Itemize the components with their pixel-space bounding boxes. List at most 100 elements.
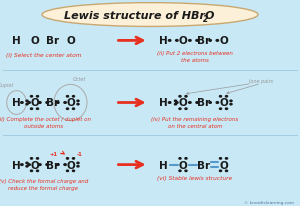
Circle shape (209, 40, 212, 42)
Circle shape (64, 102, 66, 104)
Circle shape (66, 96, 68, 98)
Circle shape (185, 108, 187, 110)
Circle shape (185, 170, 187, 172)
Text: H: H (159, 98, 168, 108)
Text: Br: Br (197, 160, 211, 170)
Text: (vi) Stable lewis structure: (vi) Stable lewis structure (158, 175, 232, 180)
Circle shape (37, 96, 38, 98)
Circle shape (77, 101, 79, 102)
Circle shape (39, 164, 41, 166)
Circle shape (185, 96, 187, 98)
Circle shape (169, 40, 171, 42)
Circle shape (179, 108, 181, 110)
Circle shape (189, 40, 191, 42)
Circle shape (220, 170, 221, 172)
Circle shape (28, 164, 30, 166)
Text: lone pairs: lone pairs (249, 78, 273, 83)
Text: (i) Select the center atom: (i) Select the center atom (6, 53, 81, 57)
Circle shape (77, 162, 79, 164)
Text: O: O (178, 98, 188, 108)
Circle shape (72, 96, 74, 98)
Circle shape (175, 104, 176, 105)
Circle shape (216, 40, 218, 42)
Circle shape (176, 40, 178, 42)
Circle shape (26, 101, 28, 102)
Circle shape (226, 108, 228, 110)
Text: (v) Check the formal charge and
reduce the formal charge: (v) Check the formal charge and reduce t… (0, 178, 88, 190)
Circle shape (196, 40, 198, 42)
Text: H: H (159, 160, 168, 170)
Circle shape (31, 108, 33, 110)
Text: (iii) Complete the octet / duplet on
outside atoms: (iii) Complete the octet / duplet on out… (0, 116, 91, 128)
Text: O: O (30, 160, 39, 170)
Text: H: H (12, 36, 21, 46)
Text: O: O (219, 160, 228, 170)
Circle shape (37, 158, 38, 159)
Circle shape (26, 166, 28, 167)
Circle shape (216, 102, 218, 104)
Text: -1: -1 (76, 151, 82, 156)
Circle shape (28, 102, 30, 104)
Text: O: O (30, 36, 39, 46)
Circle shape (72, 170, 74, 172)
Text: H: H (159, 36, 168, 46)
Circle shape (209, 102, 212, 104)
Text: (ii) Put 2 electrons between
the atoms: (ii) Put 2 electrons between the atoms (157, 50, 233, 62)
Circle shape (169, 102, 171, 104)
Circle shape (31, 96, 33, 98)
Text: 2: 2 (203, 14, 208, 23)
Circle shape (57, 164, 59, 166)
Circle shape (230, 101, 232, 102)
Circle shape (66, 108, 68, 110)
Text: O: O (66, 36, 75, 46)
Text: Br: Br (46, 36, 59, 46)
Circle shape (26, 162, 28, 164)
Circle shape (179, 96, 181, 98)
Circle shape (31, 158, 33, 159)
Circle shape (226, 170, 228, 172)
Circle shape (46, 102, 48, 104)
Text: O: O (66, 98, 75, 108)
Circle shape (230, 104, 232, 105)
Circle shape (179, 170, 181, 172)
Text: Br: Br (46, 160, 59, 170)
Circle shape (37, 108, 38, 110)
Text: (iv) Put the remaining electrons
on the central atom: (iv) Put the remaining electrons on the … (152, 116, 238, 128)
Text: Br: Br (46, 98, 59, 108)
Circle shape (196, 102, 198, 104)
Text: O: O (178, 36, 188, 46)
Text: Octet: Octet (73, 76, 86, 81)
Text: Lewis structure of HBrO: Lewis structure of HBrO (64, 11, 215, 20)
Circle shape (176, 102, 178, 104)
Circle shape (226, 96, 228, 98)
Circle shape (179, 158, 181, 159)
Text: O: O (219, 36, 228, 46)
Circle shape (21, 164, 23, 166)
Circle shape (37, 170, 38, 172)
Circle shape (72, 158, 74, 159)
Text: H: H (12, 98, 21, 108)
Circle shape (77, 166, 79, 167)
Circle shape (64, 164, 66, 166)
Text: © knordislearning.com: © knordislearning.com (244, 200, 294, 204)
Circle shape (26, 104, 28, 105)
Circle shape (226, 158, 228, 159)
Text: Duplet: Duplet (0, 83, 14, 88)
Ellipse shape (42, 4, 258, 27)
Text: O: O (66, 160, 75, 170)
Text: O: O (219, 98, 228, 108)
Circle shape (189, 102, 191, 104)
Text: O: O (30, 98, 39, 108)
Circle shape (72, 108, 74, 110)
Text: Br: Br (197, 98, 211, 108)
Circle shape (66, 170, 68, 172)
Circle shape (220, 158, 221, 159)
Text: O: O (178, 160, 188, 170)
Text: H: H (12, 160, 21, 170)
Circle shape (39, 102, 41, 104)
Circle shape (46, 164, 48, 166)
Circle shape (66, 158, 68, 159)
Circle shape (77, 104, 79, 105)
Circle shape (31, 170, 33, 172)
Circle shape (220, 108, 221, 110)
